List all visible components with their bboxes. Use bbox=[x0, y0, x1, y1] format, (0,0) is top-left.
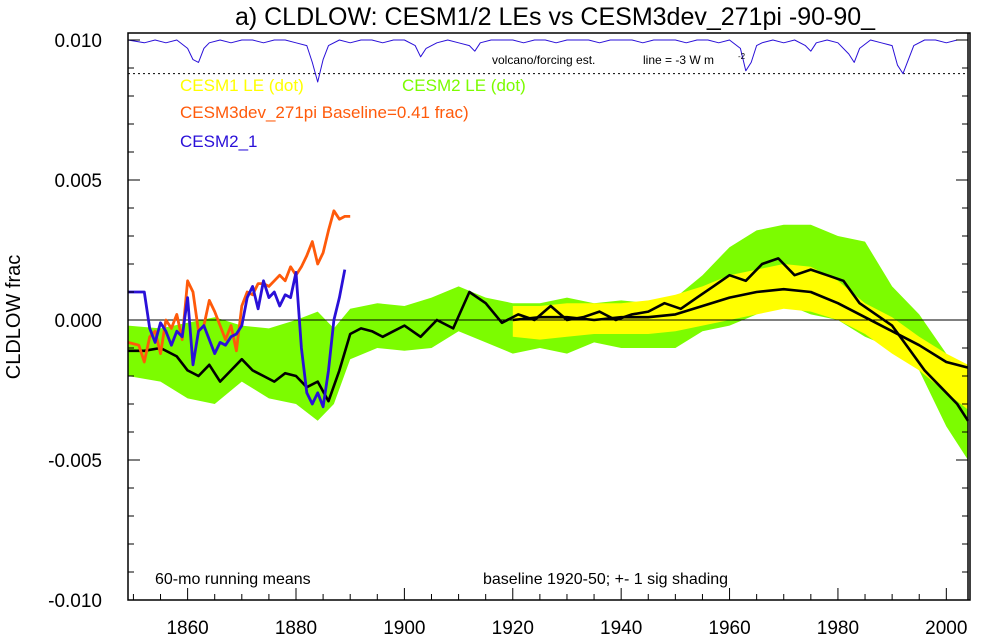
legend-cesm2-1: CESM2_1 bbox=[180, 132, 257, 151]
band-cesm1-le-dot bbox=[512, 264, 968, 410]
series-line-cesm2-le-mean bbox=[128, 257, 970, 422]
y-tick-label: -0.005 bbox=[48, 451, 102, 472]
y-tick-label: -0.010 bbox=[48, 591, 102, 612]
x-tick-label: 1880 bbox=[275, 618, 317, 639]
legend-cesm2-le: CESM2 LE (dot) bbox=[402, 76, 526, 95]
line-label: line = -3 W m bbox=[643, 53, 714, 67]
series-line-cesm3dev-271pi-baseline-0-41-frac bbox=[127, 209, 351, 364]
annotation-baseline: baseline 1920-50; +- 1 sig shading bbox=[483, 571, 728, 588]
legend-cesm3dev: CESM3dev_271pi Baseline=0.41 frac) bbox=[180, 103, 469, 122]
y-tick-label: 0.010 bbox=[54, 31, 102, 52]
x-tick-label: 1940 bbox=[600, 618, 642, 639]
y-tick-label: 0.000 bbox=[54, 311, 102, 332]
series-lines bbox=[127, 39, 970, 422]
line-label-superscript: -2 bbox=[738, 52, 746, 61]
x-tick-label: 1920 bbox=[492, 618, 534, 639]
volcano-label: volcano/forcing est. bbox=[492, 53, 595, 67]
y-tick-label: 0.005 bbox=[54, 171, 102, 192]
annotation-running-means: 60-mo running means bbox=[155, 571, 311, 588]
tick-labels: 1860 1880 1900 1920 1940 1960 1980 2000 0.010 0.0… bbox=[48, 31, 967, 639]
shaded-bands bbox=[128, 224, 968, 460]
x-tick-label: 1860 bbox=[166, 618, 208, 639]
legend-cesm1-le: CESM1 LE (dot) bbox=[180, 76, 304, 95]
y-axis-label: CLDLOW frac bbox=[3, 255, 25, 379]
x-tick-label: 1980 bbox=[817, 618, 859, 639]
band-cesm2-le-dot bbox=[128, 224, 968, 460]
series-line-volcano-forcing-est bbox=[127, 39, 968, 83]
reference-lines bbox=[128, 73, 968, 321]
plot-frame bbox=[127, 32, 971, 601]
series-line-cesm2-1 bbox=[128, 269, 347, 409]
x-tick-label: 1960 bbox=[708, 618, 750, 639]
x-tick-label: 2000 bbox=[925, 618, 967, 639]
series-line-cesm1-le-mean bbox=[512, 287, 969, 369]
x-tick-label: 1900 bbox=[383, 618, 425, 639]
chart-title: a) CLDLOW: CESM1/2 LEs vs CESM3dev_271pi… bbox=[235, 3, 876, 31]
